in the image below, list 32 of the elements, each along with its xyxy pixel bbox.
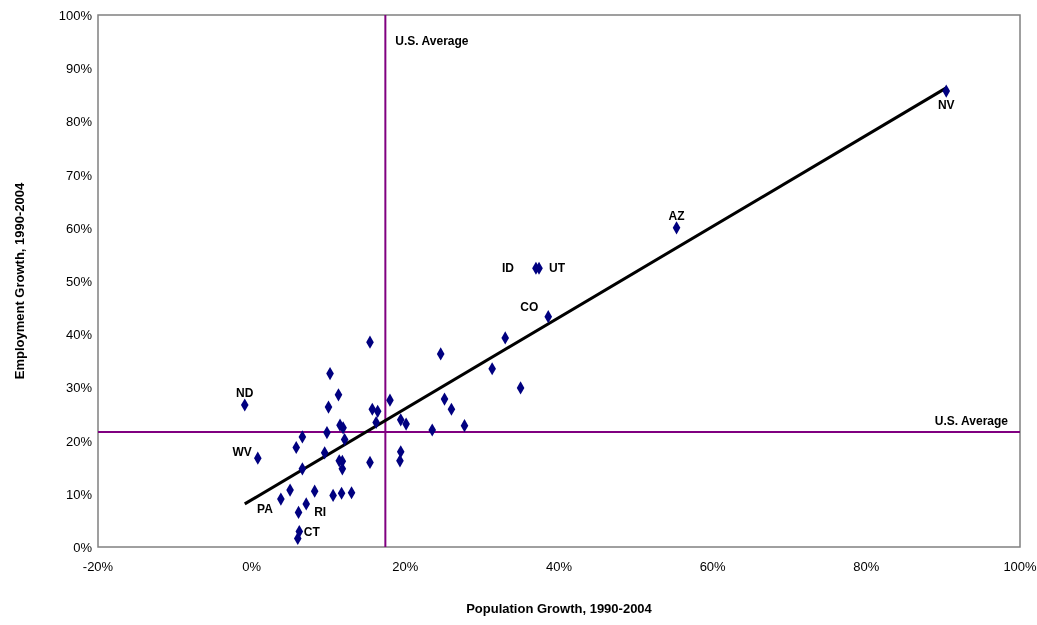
annotation: ID [501,261,515,276]
y-tick-label: 60% [65,220,93,236]
annotation: UT [549,261,566,276]
annotation: CT [303,525,321,540]
y-tick-label: 70% [65,167,93,183]
annotation: WV [232,445,252,460]
y-tick-label: 50% [65,274,93,289]
y-tick-label: 90% [65,61,93,77]
x-tick-label: 60% [699,559,727,574]
x-tick-label: 20% [392,559,419,574]
y-axis-title: Employment Growth, 1990-2004 [12,181,27,380]
y-tick-label: 30% [65,380,93,396]
ref-line-label: U.S. Average [934,414,1009,429]
annotation: NV [937,98,955,113]
y-tick-label: 0% [73,540,93,555]
annotation: CO [520,299,539,314]
y-tick-label: 40% [65,327,93,343]
y-tick-label: 80% [65,114,93,130]
x-tick-label: -20% [82,559,114,574]
x-tick-label: 80% [853,559,880,574]
annotation: AZ [668,208,685,223]
annotation: ND [236,385,254,400]
y-tick-label: 100% [58,8,93,23]
annotation: RI [314,504,327,519]
x-axis-title: Population Growth, 1990-2004 [466,601,653,616]
x-tick-label: 0% [242,559,262,574]
y-tick-label: 10% [65,486,93,502]
x-tick-label: 100% [1003,559,1037,574]
annotation: PA [257,502,274,517]
x-tick-label: 40% [545,559,573,574]
y-tick-label: 20% [65,433,93,449]
ref-line-label: U.S. Average [395,34,469,48]
